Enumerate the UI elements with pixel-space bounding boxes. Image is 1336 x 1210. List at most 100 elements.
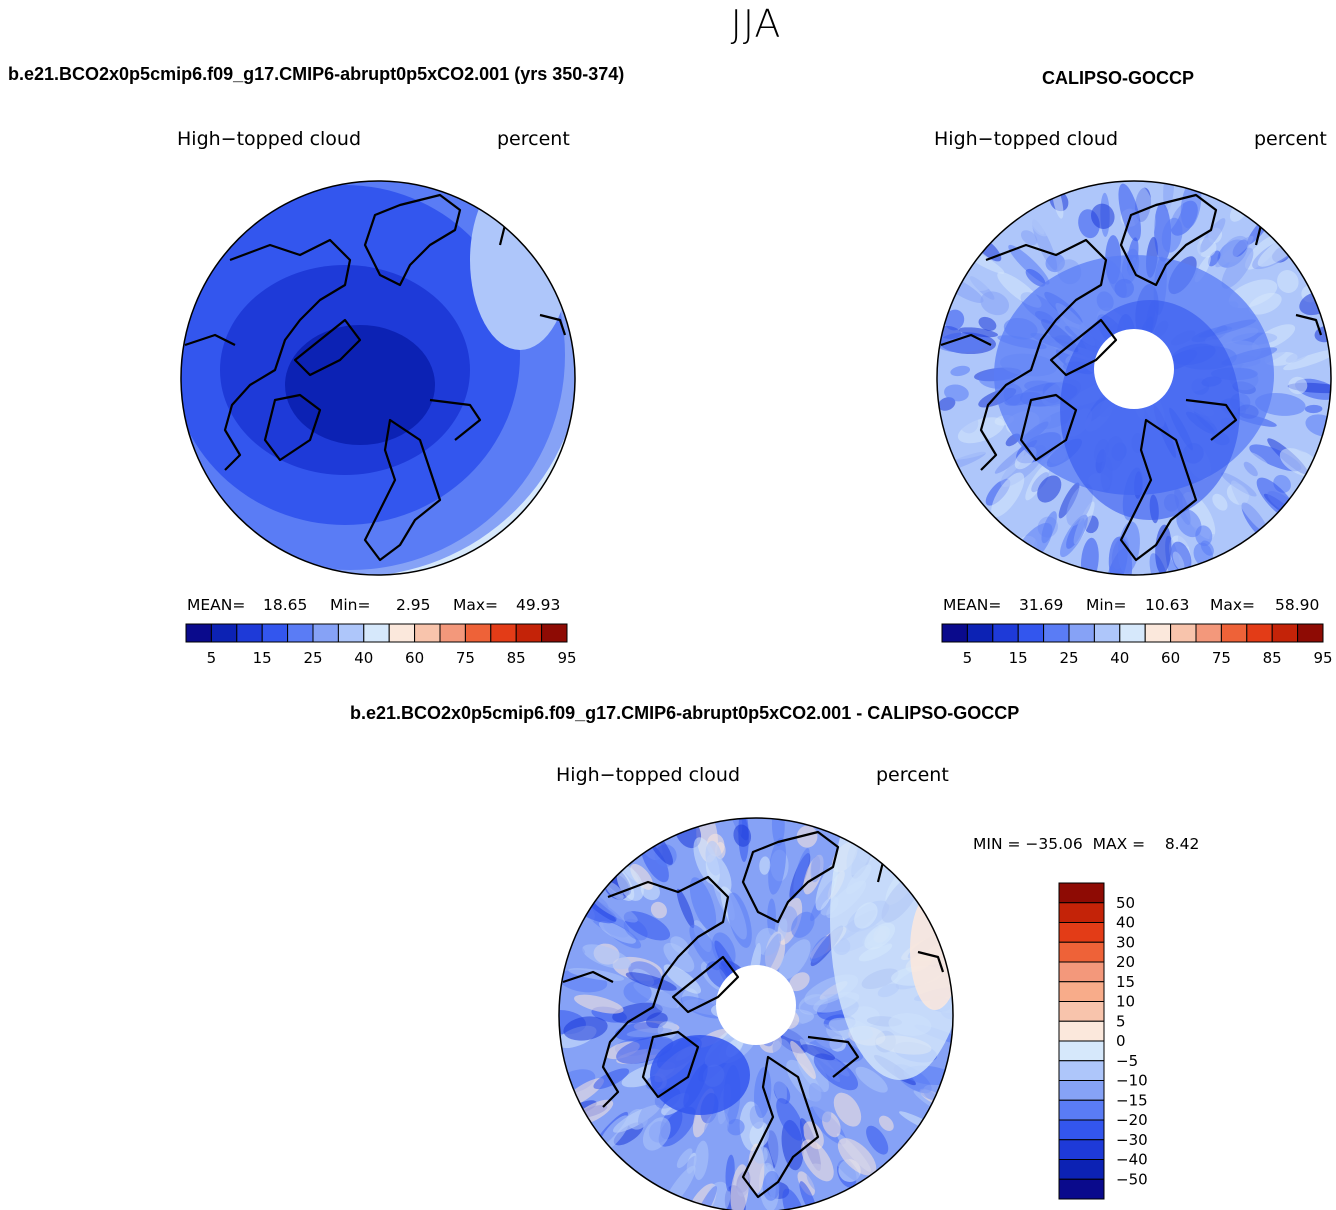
panel-2-map-border <box>936 180 1332 576</box>
panel-3-colorbar-tick-label: −20 <box>1116 1111 1148 1129</box>
panel-1-colorbar-swatch-1 <box>210 623 238 643</box>
panel-2-mean-label: MEAN= <box>943 596 1002 614</box>
noise3-cell <box>689 877 717 931</box>
noise3-cell <box>592 895 638 923</box>
noise2-cell <box>1058 482 1080 519</box>
noise3-cell <box>779 939 811 980</box>
panel-3-colorbar-tick-label: 20 <box>1116 953 1135 971</box>
noise3-cell <box>855 1066 888 1093</box>
noise3-cell <box>727 892 752 948</box>
panel-2-title: CALIPSO-GOCCP <box>1042 68 1195 88</box>
panel-1-max-value: 49.93 <box>516 596 561 614</box>
noise3-cell <box>837 1138 877 1176</box>
noise3-cell <box>801 1139 834 1182</box>
noise3-cell <box>598 921 636 944</box>
panel-2-colorbar-swatch-0 <box>941 623 968 643</box>
panel-1-colorbar-tick-label: 40 <box>354 649 373 667</box>
panel-3-colorbar-tick-label: 0 <box>1116 1032 1126 1050</box>
panel-3-colorbar-swatch-3 <box>1058 941 1105 963</box>
noise2-cell <box>1176 508 1202 538</box>
noise2-cell <box>1155 524 1172 575</box>
noise3-cell <box>653 991 678 1013</box>
noise3-cell <box>793 848 810 894</box>
panel-1-colorbar-swatch-10 <box>439 623 466 643</box>
noise2-cell <box>1236 451 1272 482</box>
panel-3-colorbar-swatch-9 <box>1058 1060 1105 1081</box>
panel-3-colorbar-swatch-12 <box>1058 1119 1105 1141</box>
panel-3-colorbar-tick-label: 10 <box>1116 993 1135 1011</box>
panel-2-missing-pole <box>1094 329 1174 409</box>
panel-1-colorbar-swatch-14 <box>541 623 568 643</box>
noise2-cell <box>1163 181 1175 212</box>
panel-1-colorbar-swatch-11 <box>464 623 492 643</box>
panel-2-colorbar-tick-label: 85 <box>1263 649 1282 667</box>
noise2-cell <box>1290 432 1320 453</box>
panel-2-coastline <box>940 193 1323 562</box>
panel-2-colorbar-tick-label: 60 <box>1161 649 1180 667</box>
noise3-cell <box>704 1111 730 1143</box>
panel-1-title: b.e21.BCO2x0p5cmip6.f09_g17.CMIP6-abrupt… <box>8 64 625 84</box>
panel-3-colorbar-tick-label: −50 <box>1116 1170 1148 1188</box>
panel-2-colorbar-swatch-9 <box>1170 623 1197 643</box>
noise2-cell <box>988 444 1025 483</box>
panel-3-colorbar-swatch-0 <box>1058 882 1105 904</box>
panel-3-title: b.e21.BCO2x0p5cmip6.f09_g17.CMIP6-abrupt… <box>350 703 1020 723</box>
panel-2-colorbar-tick-label: 5 <box>963 649 973 667</box>
panel-1-colorbar-swatch-3 <box>261 623 289 643</box>
panel-1-min-value: 2.95 <box>396 596 431 614</box>
panel-2-colorbar-swatch-2 <box>992 623 1019 643</box>
panel-3-colorbar-swatch-10 <box>1058 1080 1105 1101</box>
noise3-cell <box>574 994 624 1014</box>
panel-1-colorbar-swatch-8 <box>388 623 416 643</box>
panel-2-mean-value: 31.69 <box>1019 596 1064 614</box>
noise2-cell <box>1283 349 1331 371</box>
noise2-cell <box>944 309 965 331</box>
noise2-cell <box>1023 205 1045 235</box>
noise2-cell <box>1221 247 1254 289</box>
noise3-cell <box>878 1115 894 1132</box>
panel-2-colorbar-swatch-7 <box>1119 623 1146 643</box>
panel-2-colorbar-swatch-14 <box>1297 623 1324 643</box>
noise3-cell <box>676 888 695 929</box>
panel-2-colorbar-swatch-3 <box>1017 623 1045 643</box>
panel-1-colorbar-swatch-2 <box>236 623 263 643</box>
noise3-cell <box>866 1125 889 1155</box>
noise2-cell <box>938 397 956 411</box>
noise3-cell <box>663 964 702 994</box>
panel-1-colorbar-tick-label: 85 <box>507 649 526 667</box>
noise2-cell <box>958 411 979 434</box>
panel-2-colorbar-tick-label: 95 <box>1313 649 1332 667</box>
panel-3-colorbar-tick-label: −5 <box>1116 1052 1138 1070</box>
panel-3-colorbar-swatch-1 <box>1058 902 1105 923</box>
noise3-cell <box>753 1067 772 1119</box>
noise2-cell <box>1172 551 1185 571</box>
panel-3-colorbar-swatch-6 <box>1058 1001 1105 1022</box>
noise2-cell <box>1248 292 1282 315</box>
panel-2-variable: High−topped cloud <box>934 128 1119 150</box>
noise3-cell <box>623 981 652 1004</box>
panel-1-colorbar-swatch-6 <box>337 623 365 643</box>
panel-3-variable: High−topped cloud <box>556 764 741 786</box>
noise3-cell <box>605 881 624 900</box>
panel-1-units: percent <box>497 128 570 150</box>
noise3-cell <box>768 837 787 895</box>
panel-3-colorbar-swatch-14 <box>1058 1159 1105 1180</box>
noise3-cell <box>625 972 677 991</box>
panel-2-colorbar-swatch-8 <box>1144 623 1172 643</box>
noise2-cell <box>1118 183 1141 242</box>
map-panel-2 <box>937 181 1331 575</box>
noise2-cell <box>1161 217 1183 253</box>
noise2-cell <box>1149 553 1170 575</box>
panel-1-coastline <box>184 193 567 562</box>
panel-3-colorbar-tick-label: 5 <box>1116 1012 1126 1030</box>
panel-3-missing-pole <box>716 965 796 1045</box>
noise3-cell <box>791 911 815 938</box>
panel-2-max-value: 58.90 <box>1275 596 1320 614</box>
noise2-cell <box>1288 376 1308 395</box>
panel-3-field-positive-zone <box>830 818 953 1080</box>
map-panel-1 <box>181 181 575 575</box>
noise3-cell <box>800 1044 836 1061</box>
noise3-cell <box>833 1092 862 1127</box>
panel-3-colorbar-swatch-8 <box>1058 1040 1105 1062</box>
